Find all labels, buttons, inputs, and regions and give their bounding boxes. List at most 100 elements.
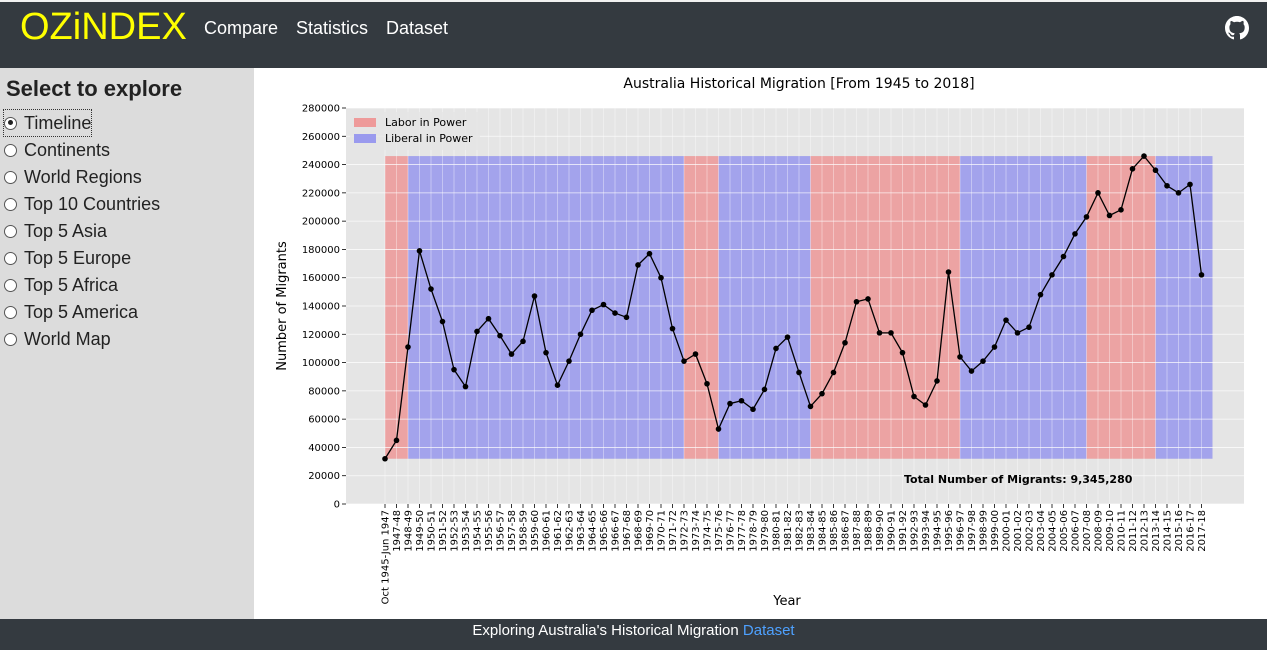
data-point bbox=[692, 351, 699, 357]
x-tick-label: 2007-08 bbox=[1082, 510, 1093, 552]
radio-option-top-5-africa[interactable]: Top 5 Africa bbox=[4, 272, 118, 298]
radio-button[interactable] bbox=[4, 170, 17, 184]
radio-option-top-10-countries[interactable]: Top 10 Countries bbox=[4, 191, 160, 217]
x-tick-label: 1986-87 bbox=[841, 510, 852, 552]
radio-option-continents[interactable]: Continents bbox=[4, 137, 110, 163]
data-point bbox=[980, 358, 986, 364]
data-point bbox=[715, 426, 722, 432]
y-tick-label: 160000 bbox=[302, 273, 340, 284]
data-point bbox=[1014, 330, 1021, 336]
y-tick-label: 80000 bbox=[308, 386, 340, 397]
data-point bbox=[968, 368, 975, 374]
radio-button[interactable] bbox=[4, 305, 17, 319]
y-tick-label: 120000 bbox=[302, 330, 340, 341]
x-tick-label: 1984-85 bbox=[818, 510, 829, 552]
radio-button[interactable] bbox=[4, 251, 17, 265]
radio-option-top-5-asia[interactable]: Top 5 Asia bbox=[4, 218, 107, 244]
x-tick-label: 2004-05 bbox=[1048, 510, 1059, 552]
radio-option-top-5-america[interactable]: Top 5 America bbox=[4, 299, 138, 325]
x-tick-label: Oct 1945-Jun 1947 bbox=[381, 510, 392, 604]
radio-label: Top 5 Africa bbox=[24, 274, 119, 295]
x-tick-label: 1987-88 bbox=[852, 510, 863, 552]
nav-dataset[interactable]: Dataset bbox=[386, 18, 449, 38]
x-tick-label: 2003-04 bbox=[1036, 510, 1047, 552]
x-tick-label: 1983-84 bbox=[806, 510, 817, 552]
y-tick-label: 100000 bbox=[302, 358, 340, 369]
x-tick-label: 1995-96 bbox=[944, 510, 955, 552]
data-point bbox=[1187, 181, 1193, 188]
data-point bbox=[727, 400, 733, 407]
chart-area: Australia Historical Migration [From 194… bbox=[254, 68, 1267, 619]
github-icon[interactable] bbox=[1225, 16, 1249, 40]
x-tick-label: 1997-98 bbox=[967, 510, 978, 552]
x-tick-label: 1953-54 bbox=[461, 510, 472, 552]
y-tick-label: 140000 bbox=[302, 302, 340, 313]
radio-option-top-5-europe[interactable]: Top 5 Europe bbox=[4, 245, 131, 271]
radio-option-timeline[interactable]: Timeline bbox=[2, 109, 93, 137]
data-point bbox=[681, 358, 687, 364]
legend-label: Liberal in Power bbox=[385, 132, 473, 145]
nav-compare[interactable]: Compare bbox=[204, 18, 279, 38]
data-point bbox=[1083, 214, 1090, 220]
data-point bbox=[600, 301, 607, 308]
x-tick-label: 1977-78 bbox=[737, 510, 748, 552]
radio-label: Top 5 America bbox=[24, 301, 139, 322]
data-point bbox=[876, 330, 883, 336]
data-point bbox=[1198, 272, 1205, 278]
nav-statistics[interactable]: Statistics bbox=[296, 18, 369, 38]
x-tick-label: 1985-86 bbox=[829, 510, 840, 552]
radio-button[interactable] bbox=[4, 116, 17, 130]
series-line bbox=[384, 155, 1203, 460]
radio-button[interactable] bbox=[4, 278, 17, 292]
x-tick-label: 1988-89 bbox=[864, 510, 875, 552]
radio-button[interactable] bbox=[4, 143, 17, 157]
x-tick-label: 1970-71 bbox=[657, 510, 668, 552]
data-point bbox=[991, 344, 998, 350]
data-point bbox=[1141, 153, 1147, 159]
x-tick-label: 1956-57 bbox=[496, 510, 507, 552]
data-point bbox=[646, 250, 653, 257]
x-axis-label: Year bbox=[772, 594, 801, 609]
x-tick-label: 1965-66 bbox=[599, 510, 610, 552]
data-point bbox=[612, 310, 618, 316]
x-tick-label: 1960-61 bbox=[542, 510, 553, 552]
x-tick-label: 1993-94 bbox=[921, 510, 932, 552]
x-tick-label: 2005-06 bbox=[1059, 510, 1070, 552]
data-point bbox=[520, 338, 526, 345]
x-tick-label: 1957-58 bbox=[507, 510, 518, 552]
data-point bbox=[589, 307, 595, 314]
data-point bbox=[1026, 324, 1032, 331]
radio-button[interactable] bbox=[4, 197, 17, 211]
x-tick-label: 1955-56 bbox=[484, 510, 495, 552]
footer-dataset-link[interactable]: Dataset bbox=[742, 622, 795, 639]
y-tick-label: 200000 bbox=[302, 217, 340, 228]
y-tick-label: 180000 bbox=[302, 245, 340, 256]
x-tick-label: 2001-02 bbox=[1013, 510, 1024, 552]
radio-button[interactable] bbox=[4, 224, 17, 238]
radio-option-world-map[interactable]: World Map bbox=[4, 326, 111, 352]
x-tick-label: 1991-92 bbox=[898, 510, 909, 552]
x-tick-label: 1976-77 bbox=[726, 510, 737, 552]
radio-button[interactable] bbox=[4, 332, 17, 346]
x-tick-label: 1994-95 bbox=[933, 510, 944, 552]
brand-logo[interactable]: OZiNDEX bbox=[20, 6, 187, 48]
radio-label: Continents bbox=[24, 139, 111, 160]
y-tick-label: 40000 bbox=[308, 443, 340, 454]
data-point bbox=[738, 397, 745, 404]
data-point bbox=[750, 406, 756, 413]
x-tick-label: 1974-75 bbox=[703, 510, 714, 552]
data-point bbox=[669, 325, 676, 332]
x-tick-label: 2006-07 bbox=[1071, 510, 1082, 552]
x-tick-label: 1990-91 bbox=[887, 510, 898, 552]
x-tick-label: 2000-01 bbox=[1002, 510, 1013, 552]
data-point bbox=[704, 380, 710, 387]
x-tick-label: 1959-60 bbox=[530, 510, 541, 552]
x-tick-label: 1966-67 bbox=[611, 510, 622, 552]
data-point bbox=[497, 332, 503, 339]
data-point bbox=[393, 437, 400, 444]
x-tick-label: 1980-81 bbox=[772, 510, 783, 552]
data-point bbox=[888, 330, 894, 336]
x-tick-label: 1954-55 bbox=[473, 510, 484, 552]
radio-option-world-regions[interactable]: World Regions bbox=[4, 164, 142, 190]
data-point bbox=[566, 358, 572, 364]
